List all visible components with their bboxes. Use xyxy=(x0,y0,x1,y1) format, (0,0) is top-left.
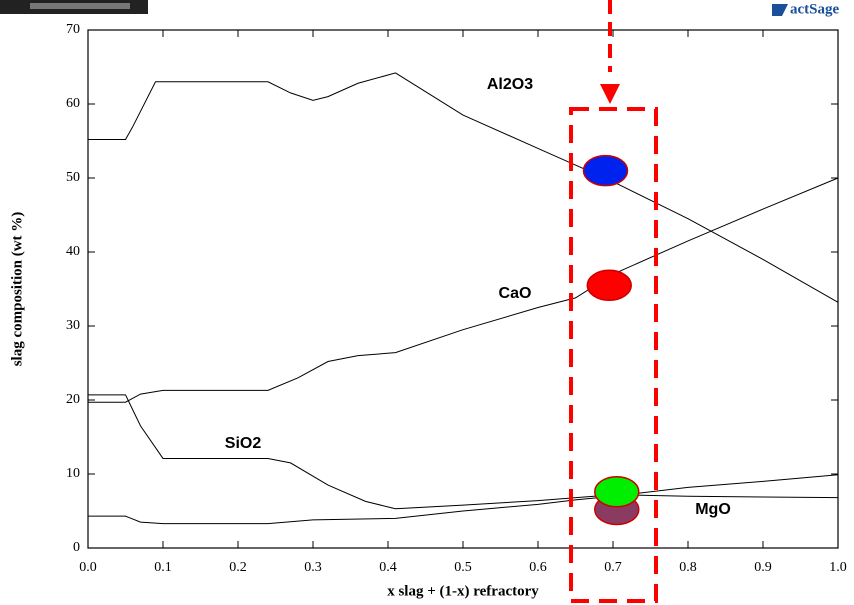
series-label: CaO xyxy=(499,285,532,302)
series-line xyxy=(88,474,839,525)
x-tick-label: 1.0 xyxy=(829,560,847,575)
x-tick-label: 0.5 xyxy=(454,560,472,575)
x-tick-label: 0.3 xyxy=(304,560,322,575)
series-line xyxy=(88,394,839,510)
x-tick-label: 0.2 xyxy=(229,560,247,575)
highlight-point xyxy=(582,154,629,187)
y-tick-label: 70 xyxy=(66,22,80,37)
highlight-box xyxy=(569,107,658,603)
y-tick-label: 40 xyxy=(66,244,80,259)
series-line xyxy=(88,72,839,303)
x-tick-label: 0.4 xyxy=(379,560,397,575)
series-label: Al2O3 xyxy=(487,76,533,93)
x-tick-label: 0.6 xyxy=(529,560,547,575)
logo-mark xyxy=(772,4,788,16)
x-tick-label: 0.1 xyxy=(154,560,172,575)
series-label: MgO xyxy=(695,501,731,518)
x-tick-label: 0.0 xyxy=(79,560,97,575)
y-axis-label: slag composition (wt %) xyxy=(9,212,25,367)
x-tick-label: 0.7 xyxy=(604,560,622,575)
x-axis-label: x slag + (1-x) refractory xyxy=(387,583,539,599)
arrow-head xyxy=(600,84,620,104)
series-line xyxy=(88,177,839,403)
y-tick-label: 60 xyxy=(66,96,80,111)
y-tick-label: 30 xyxy=(66,318,80,333)
y-tick-label: 10 xyxy=(66,466,80,481)
y-tick-label: 20 xyxy=(66,392,80,407)
y-tick-label: 0 xyxy=(73,540,80,555)
y-tick-label: 50 xyxy=(66,170,80,185)
plot-frame xyxy=(87,29,839,549)
highlight-point xyxy=(594,476,640,508)
image-strip-detail xyxy=(30,3,130,9)
highlight-point xyxy=(586,269,632,302)
logo-text: actSage xyxy=(790,1,839,17)
x-tick-label: 0.8 xyxy=(679,560,697,575)
series-label: SiO2 xyxy=(225,435,262,452)
x-tick-label: 0.9 xyxy=(754,560,772,575)
